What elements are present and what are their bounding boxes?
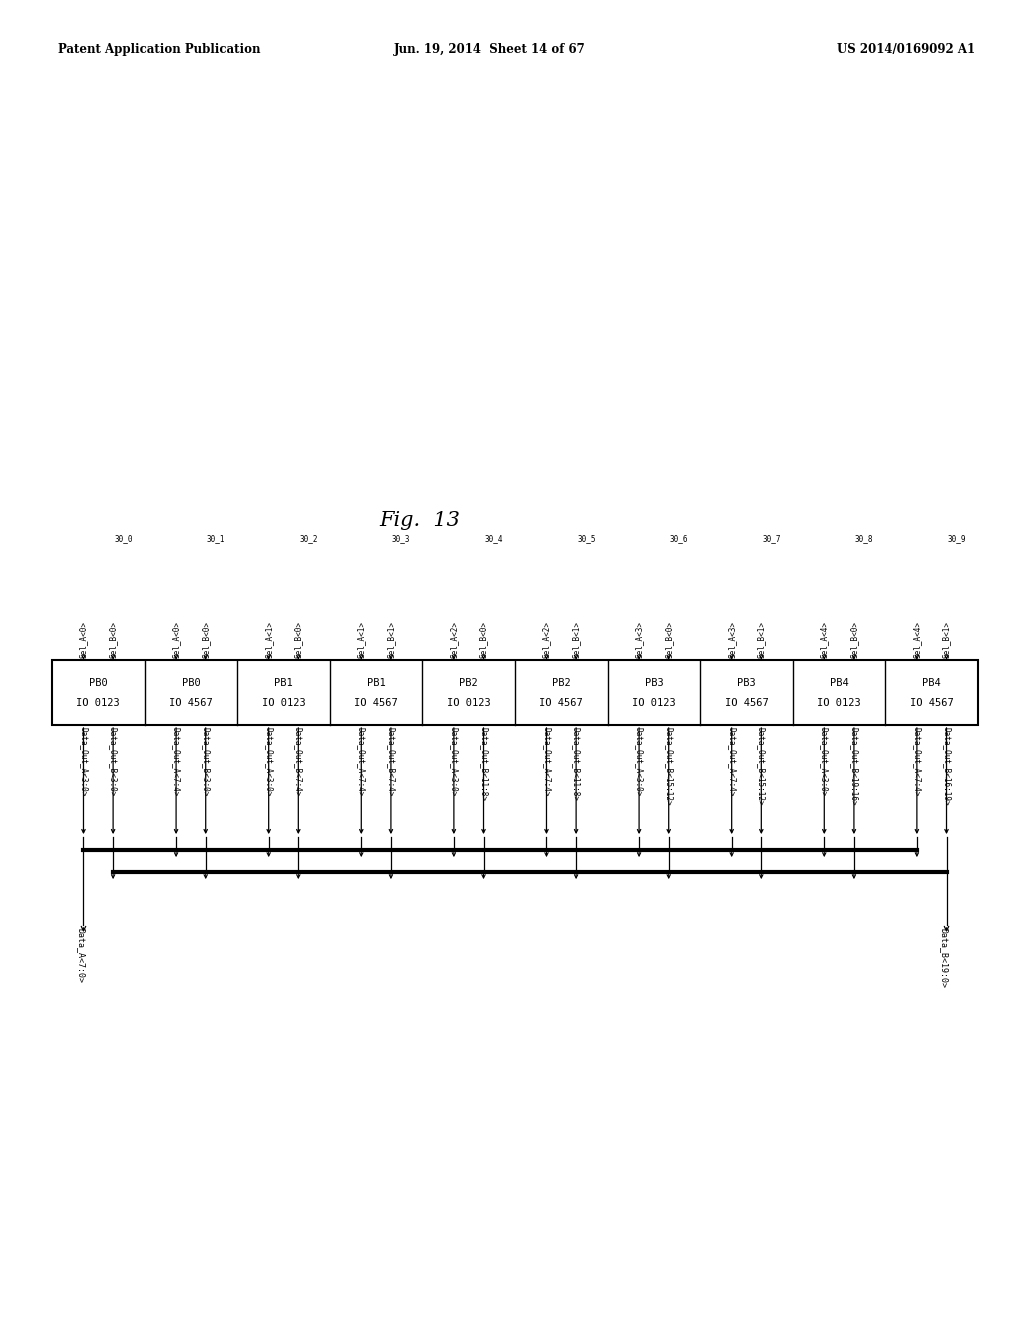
Text: PB4: PB4: [829, 677, 849, 688]
Text: Data_Out_B<3:0>: Data_Out_B<3:0>: [201, 727, 210, 796]
Text: Data_Out_A<3:0>: Data_Out_A<3:0>: [79, 727, 88, 796]
Text: PB2: PB2: [552, 677, 570, 688]
Text: Sel_A<1>: Sel_A<1>: [264, 620, 273, 657]
Text: Data_Out_A<7:4>: Data_Out_A<7:4>: [356, 727, 366, 796]
Text: Data_Out_B<7:4>: Data_Out_B<7:4>: [386, 727, 395, 796]
Text: IO 4567: IO 4567: [725, 697, 768, 708]
Text: IO 4567: IO 4567: [540, 697, 584, 708]
Text: Data_A<7:0>: Data_A<7:0>: [76, 928, 85, 983]
Text: Data_B<19:0>: Data_B<19:0>: [939, 928, 948, 987]
Text: Data_Out_B<3:0>: Data_Out_B<3:0>: [109, 727, 118, 796]
Text: IO 0123: IO 0123: [632, 697, 676, 708]
Text: IO 0123: IO 0123: [261, 697, 305, 708]
Text: Jun. 19, 2014  Sheet 14 of 67: Jun. 19, 2014 Sheet 14 of 67: [394, 44, 586, 55]
Text: IO 4567: IO 4567: [910, 697, 953, 708]
Text: Sel_A<2>: Sel_A<2>: [450, 620, 459, 657]
Text: IO 0123: IO 0123: [77, 697, 120, 708]
Text: PB0: PB0: [181, 677, 201, 688]
Text: Data_Out_A<7:4>: Data_Out_A<7:4>: [727, 727, 736, 796]
Text: Data_Out_A<7:4>: Data_Out_A<7:4>: [912, 727, 922, 796]
Text: Sel_A<0>: Sel_A<0>: [172, 620, 180, 657]
Text: Sel_B<0>: Sel_B<0>: [665, 620, 673, 657]
Text: PB3: PB3: [644, 677, 664, 688]
Text: PB1: PB1: [367, 677, 385, 688]
Text: Data_Out_B<16:19>: Data_Out_B<16:19>: [942, 727, 951, 805]
Text: Data_Out_B<15:12>: Data_Out_B<15:12>: [665, 727, 673, 805]
Text: 30_2: 30_2: [299, 535, 317, 543]
Text: IO 0123: IO 0123: [446, 697, 490, 708]
Text: 30_1: 30_1: [207, 535, 225, 543]
Text: Sel_B<0>: Sel_B<0>: [850, 620, 858, 657]
Text: Fig.  13: Fig. 13: [380, 511, 461, 529]
Text: Sel_A<3>: Sel_A<3>: [727, 620, 736, 657]
Text: Sel_B<1>: Sel_B<1>: [386, 620, 395, 657]
Text: Sel_A<0>: Sel_A<0>: [79, 620, 88, 657]
Bar: [52, 660, 978, 725]
Text: Data_Out_A<3:0>: Data_Out_A<3:0>: [450, 727, 459, 796]
Text: PB3: PB3: [737, 677, 756, 688]
Text: 30_4: 30_4: [484, 535, 503, 543]
Text: Data_Out_A<7:4>: Data_Out_A<7:4>: [172, 727, 180, 796]
Text: Data_Out_A<7:4>: Data_Out_A<7:4>: [542, 727, 551, 796]
Text: 30_7: 30_7: [762, 535, 781, 543]
Text: 30_3: 30_3: [392, 535, 411, 543]
Text: Data_Out_A<3:0>: Data_Out_A<3:0>: [820, 727, 828, 796]
Text: Sel_B<1>: Sel_B<1>: [571, 620, 581, 657]
Text: Data_Out_B<15:12>: Data_Out_B<15:12>: [757, 727, 766, 805]
Text: 30_9: 30_9: [947, 535, 966, 543]
Text: IO 0123: IO 0123: [817, 697, 861, 708]
Text: Sel_B<1>: Sel_B<1>: [942, 620, 951, 657]
Text: Data_Out_B<11:8>: Data_Out_B<11:8>: [479, 727, 488, 801]
Text: IO 4567: IO 4567: [169, 697, 213, 708]
Text: 30_8: 30_8: [855, 535, 873, 543]
Text: Sel_A<3>: Sel_A<3>: [635, 620, 643, 657]
Text: Data_Out_B<7:4>: Data_Out_B<7:4>: [294, 727, 303, 796]
Text: Sel_A<4>: Sel_A<4>: [820, 620, 828, 657]
Text: US 2014/0169092 A1: US 2014/0169092 A1: [837, 44, 975, 55]
Text: Sel_B<0>: Sel_B<0>: [294, 620, 303, 657]
Text: Sel_B<0>: Sel_B<0>: [479, 620, 488, 657]
Text: 30_5: 30_5: [578, 535, 596, 543]
Text: Data_Out_A<3:0>: Data_Out_A<3:0>: [635, 727, 643, 796]
Text: Data_Out_B<19:16>: Data_Out_B<19:16>: [850, 727, 858, 805]
Text: Data_Out_A<3:0>: Data_Out_A<3:0>: [264, 727, 273, 796]
Text: Sel_B<1>: Sel_B<1>: [757, 620, 766, 657]
Text: Sel_A<2>: Sel_A<2>: [542, 620, 551, 657]
Text: PB2: PB2: [460, 677, 478, 688]
Text: Patent Application Publication: Patent Application Publication: [58, 44, 260, 55]
Text: Sel_A<4>: Sel_A<4>: [912, 620, 922, 657]
Text: PB4: PB4: [923, 677, 941, 688]
Text: IO 4567: IO 4567: [354, 697, 398, 708]
Text: Sel_A<1>: Sel_A<1>: [356, 620, 366, 657]
Text: 30_6: 30_6: [670, 535, 688, 543]
Text: PB0: PB0: [89, 677, 108, 688]
Text: 30_0: 30_0: [114, 535, 133, 543]
Text: Data_Out_B<11:8>: Data_Out_B<11:8>: [571, 727, 581, 801]
Text: PB1: PB1: [274, 677, 293, 688]
Text: Sel_B<0>: Sel_B<0>: [201, 620, 210, 657]
Text: Sel_B<0>: Sel_B<0>: [109, 620, 118, 657]
